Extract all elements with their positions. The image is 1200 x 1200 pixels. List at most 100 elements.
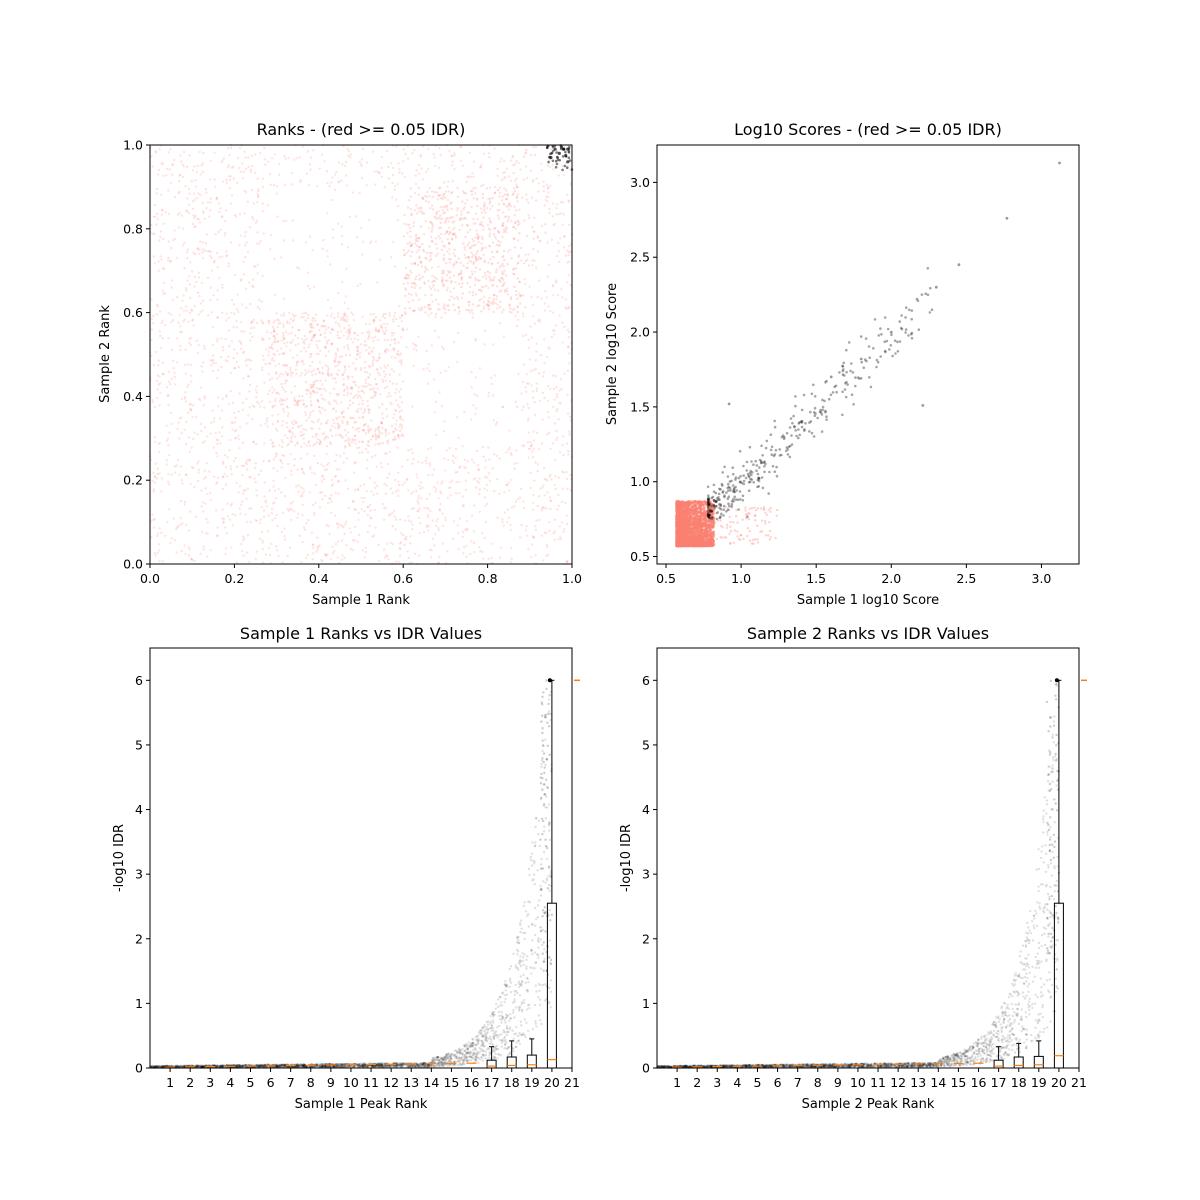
ranks-ytick-label: 0.8 [123, 221, 143, 236]
ranks-point [205, 517, 208, 521]
ranks-point [472, 261, 476, 264]
ranks-point [279, 372, 282, 376]
ranks-point [351, 191, 355, 194]
ranks-point [542, 507, 546, 510]
ranks-point [489, 279, 492, 282]
ranks-point [184, 553, 187, 556]
ranks-point [476, 236, 479, 240]
ranks-point [297, 484, 300, 487]
ranks-point [364, 550, 368, 554]
ranks-point [404, 538, 408, 541]
ranks-point [517, 161, 520, 164]
ranks-point [418, 309, 422, 312]
ranks-point [482, 307, 486, 310]
ranks-point [368, 476, 372, 480]
ranks-point [462, 504, 465, 507]
ranks-point [547, 263, 550, 267]
ranks-point [336, 347, 339, 350]
ranks-point [381, 427, 384, 430]
ranks-point [240, 342, 243, 346]
ranks-point [551, 294, 555, 297]
ranks-point [455, 416, 459, 419]
ranks-point [404, 287, 407, 290]
ranks-point [255, 385, 258, 388]
ranks-point [258, 242, 261, 245]
ranks-point [152, 363, 156, 367]
ranks-point [196, 164, 199, 168]
ranks-point [254, 519, 257, 522]
ranks-point [275, 513, 278, 517]
ranks-point [230, 340, 233, 343]
ranks-point [437, 336, 440, 339]
ranks-point [296, 442, 299, 445]
ranks-point [318, 406, 321, 409]
ranks-point [443, 232, 447, 236]
ranks-point [317, 418, 321, 421]
ranks-point [195, 339, 199, 342]
ranks-point [255, 489, 258, 492]
ranks-point [468, 246, 472, 250]
ranks-point [557, 241, 560, 245]
ranks-point [343, 314, 346, 317]
ranks-point [467, 471, 470, 475]
ranks-point [227, 316, 231, 320]
ranks-point [475, 394, 479, 397]
ranks-point [488, 232, 492, 235]
ranks-point [527, 456, 530, 459]
ranks-point [357, 390, 360, 393]
ranks-point [181, 299, 184, 302]
ranks-point [294, 444, 297, 447]
ranks-point [441, 542, 444, 545]
ranks-panel: Ranks - (red >= 0.05 IDR) 0.0 0.2 0.4 0.6 0.… [98, 120, 582, 608]
ranks-point [333, 188, 337, 192]
ranks-point [276, 340, 279, 343]
ranks-point [178, 190, 181, 193]
ranks-point [391, 524, 394, 528]
ranks-point [406, 242, 409, 245]
ranks-point [244, 191, 248, 194]
ranks-point [305, 337, 308, 340]
ranks-point [321, 397, 324, 400]
ranks-point [189, 363, 193, 367]
ranks-point [367, 505, 370, 509]
ranks-point [334, 426, 337, 429]
ranks-point [168, 383, 172, 386]
ranks-point [343, 318, 347, 321]
ranks-point [419, 260, 423, 263]
ranks-point [382, 322, 386, 326]
ranks-point [437, 265, 440, 268]
ranks-point [161, 209, 164, 212]
ranks-point [261, 354, 264, 358]
ranks-point [474, 236, 477, 239]
ranks-point [492, 233, 496, 236]
ranks-point [276, 318, 279, 321]
ranks-point [272, 321, 275, 324]
ranks-point [261, 366, 264, 369]
ranks-point [428, 462, 432, 465]
ranks-point [184, 305, 188, 308]
ranks-point [251, 154, 254, 157]
ranks-point [547, 191, 550, 194]
ranks-point [395, 419, 398, 422]
ranks-point [525, 176, 529, 180]
ranks-point [235, 326, 239, 329]
ranks-point [313, 391, 317, 394]
ranks-point [407, 292, 411, 296]
ranks-point [383, 332, 386, 335]
ranks-point [154, 150, 157, 153]
ranks-point [305, 444, 309, 447]
ranks-point [508, 303, 511, 306]
ranks-point [505, 483, 509, 487]
ranks-point [410, 507, 414, 511]
ranks-point [449, 481, 452, 484]
ranks-point [305, 419, 308, 422]
ranks-point [237, 365, 240, 369]
ranks-point [154, 554, 157, 557]
ranks-point [526, 419, 530, 422]
ranks-point [219, 441, 222, 445]
ranks-point [475, 407, 478, 410]
ranks-point [278, 375, 281, 378]
ranks-point [318, 339, 321, 343]
ranks-point [165, 174, 168, 177]
ranks-point [280, 382, 283, 386]
